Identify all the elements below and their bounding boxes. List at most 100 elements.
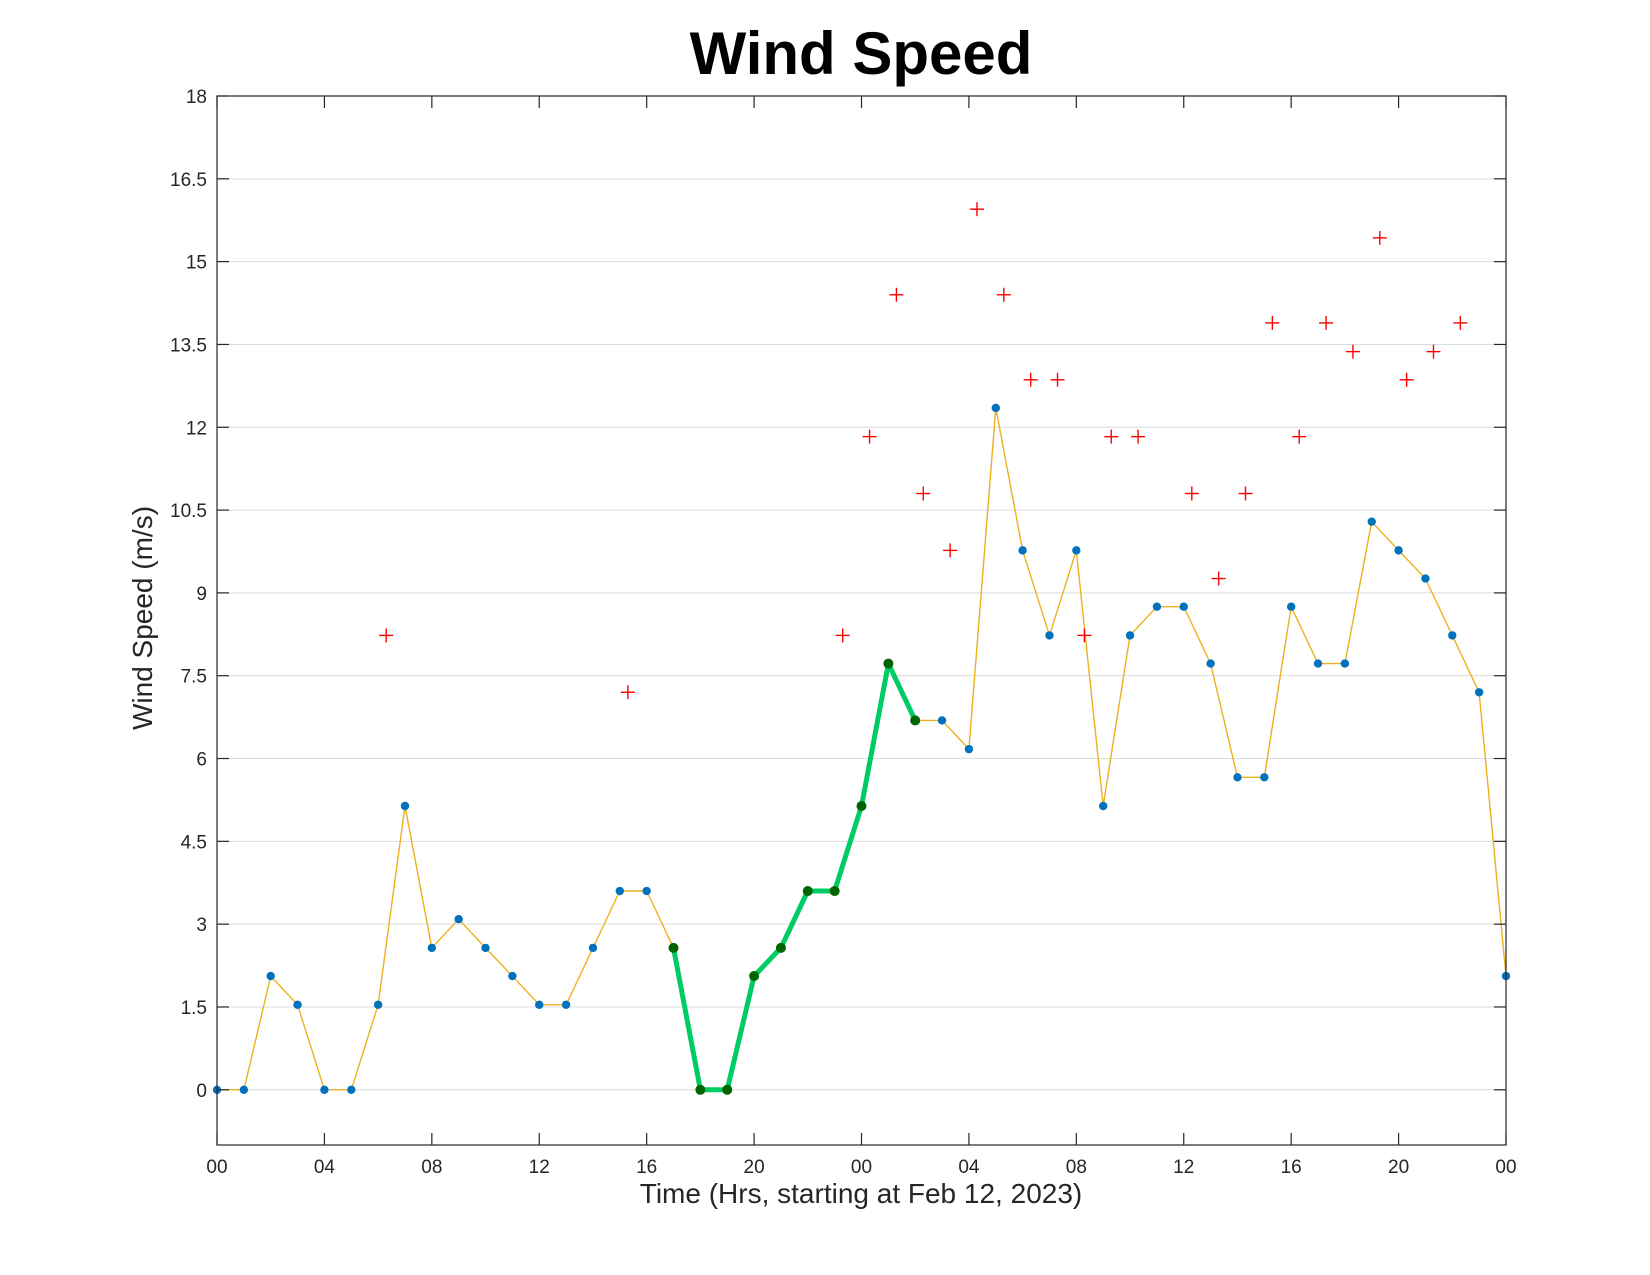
data-point: [1098, 801, 1108, 811]
data-point: [293, 1000, 302, 1009]
plus-marker: [1077, 628, 1092, 643]
y-tick-label: 15: [186, 253, 207, 274]
data-point: [1421, 574, 1430, 583]
x-tick-label: 00: [1495, 1157, 1516, 1178]
plus-marker: [379, 628, 394, 643]
data-point: [615, 886, 625, 896]
data-series: [212, 202, 1511, 1095]
plus-marker: [916, 486, 931, 501]
x-tick-label: 00: [851, 1157, 872, 1178]
highlight-point: [883, 658, 894, 669]
data-point: [937, 716, 947, 725]
plus-marker: [1345, 344, 1360, 359]
highlight-point: [695, 1084, 706, 1095]
data-point: [1474, 688, 1484, 697]
y-tick-label: 0: [196, 1081, 207, 1102]
highlight-point: [856, 801, 867, 812]
plus-marker: [1319, 315, 1334, 330]
data-point: [1018, 546, 1027, 555]
data-point: [1206, 659, 1215, 668]
y-tick-label: 1.5: [181, 998, 207, 1019]
x-tick-label: 16: [1281, 1157, 1302, 1178]
plus-marker: [1023, 372, 1038, 387]
x-tick-label: 12: [529, 1157, 550, 1178]
highlight-point: [829, 886, 840, 897]
y-tick-label: 9: [196, 584, 207, 605]
x-tick-label: 20: [744, 1157, 765, 1178]
plus-marker: [1399, 372, 1414, 387]
data-point: [1286, 602, 1296, 611]
highlight-point: [775, 942, 786, 953]
x-tick-label: 08: [421, 1157, 442, 1178]
x-tick-label: 20: [1388, 1157, 1409, 1178]
plus-marker: [862, 429, 877, 444]
plus-marker: [1050, 372, 1065, 387]
plus-marker: [943, 543, 958, 558]
data-point: [454, 914, 463, 924]
data-point: [1233, 773, 1242, 782]
y-axis-label: Wind Speed (m/s): [127, 506, 158, 730]
x-tick-label: 04: [958, 1157, 980, 1178]
y-tick-label: 18: [186, 87, 207, 108]
plus-marker: [1265, 315, 1280, 330]
highlight-line: [671, 661, 918, 1093]
plus-marker: [1238, 486, 1253, 501]
highlight-point: [668, 942, 679, 953]
plus-marker: [969, 202, 984, 217]
y-tick-label: 7.5: [181, 667, 207, 688]
data-point: [535, 1000, 544, 1009]
x-axis-label: Time (Hrs, starting at Feb 12, 2023): [640, 1178, 1082, 1209]
plus-marker: [1131, 429, 1146, 444]
y-tick-label: 13.5: [170, 335, 207, 356]
data-point: [1125, 631, 1135, 640]
data-point: [642, 886, 651, 896]
data-point: [239, 1085, 249, 1094]
plus-marker: [996, 287, 1011, 302]
plus-marker: [835, 628, 850, 643]
plus-marker: [1453, 315, 1468, 330]
x-tick-label: 08: [1066, 1157, 1087, 1178]
data-point: [400, 801, 410, 811]
data-point: [991, 403, 1000, 413]
data-point: [1367, 517, 1376, 526]
x-tick-label: 04: [314, 1157, 336, 1178]
plus-marker: [1292, 429, 1307, 444]
data-point: [1340, 659, 1350, 668]
y-tick-label: 10.5: [170, 501, 207, 522]
data-point: [347, 1085, 356, 1094]
data-point: [1448, 631, 1457, 640]
data-point: [964, 744, 974, 754]
plus-marker: [1211, 571, 1226, 586]
y-tick-label: 4.5: [181, 832, 207, 853]
plus-marker: [1104, 429, 1119, 444]
x-tick-label: 00: [206, 1157, 227, 1178]
plus-marker: [1426, 344, 1441, 359]
data-point: [588, 943, 598, 953]
highlight-point: [802, 886, 813, 897]
y-tick-label: 3: [196, 915, 207, 936]
data-point: [1313, 659, 1323, 668]
data-point: [561, 1000, 571, 1009]
plus-marker: [1184, 486, 1199, 501]
data-point: [508, 971, 517, 981]
data-point: [266, 971, 275, 981]
x-tick-label: 12: [1173, 1157, 1194, 1178]
plus-marker: [889, 287, 904, 302]
axis-ticks: 0 1.5 3 4.5 6 7.5 9 10.5 12 13.5 15 16.5 18 00 04 08 12 1…: [170, 87, 1517, 1178]
y-tick-label: 12: [186, 418, 207, 439]
data-point: [1045, 631, 1054, 640]
x-tick-label: 16: [636, 1157, 657, 1178]
data-point: [320, 1085, 329, 1094]
y-tick-label: 16.5: [170, 170, 207, 191]
y-tick-label: 6: [196, 750, 207, 771]
data-point: [1394, 546, 1403, 555]
data-point: [373, 1000, 383, 1009]
data-point: [1179, 602, 1188, 611]
data-point: [1260, 773, 1269, 782]
data-point: [481, 943, 490, 953]
highlight-point: [910, 715, 921, 726]
plus-marker: [1372, 230, 1387, 245]
data-point: [427, 943, 437, 953]
